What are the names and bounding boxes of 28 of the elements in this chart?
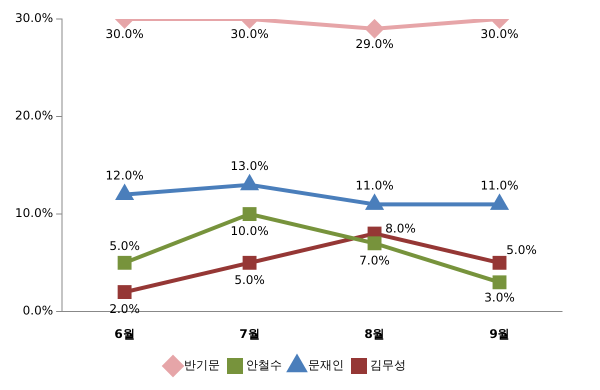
x-tick-label: 8월 — [364, 326, 385, 341]
data-label: 30.0% — [480, 27, 519, 42]
legend-label: 안철수 — [246, 358, 282, 372]
y-tick-label: 0.0% — [22, 304, 54, 318]
data-label: 3.0% — [484, 290, 515, 304]
data-label: 13.0% — [230, 158, 269, 173]
data-label: 7.0% — [359, 253, 390, 268]
data-label: 5.0% — [234, 272, 265, 287]
y-tick-label: 10.0% — [14, 206, 54, 220]
data-label: 5.0% — [506, 242, 537, 257]
x-tick-label: 7월 — [239, 326, 260, 341]
data-label: 10.0% — [230, 224, 269, 238]
legend-label: 김무성 — [370, 358, 406, 372]
data-label: 5.0% — [109, 238, 140, 253]
legend-label: 반기문 — [184, 358, 220, 372]
x-tick-label: 6월 — [114, 326, 135, 341]
x-tick-label: 9월 — [489, 326, 510, 341]
y-tick-label: 30.0% — [14, 11, 54, 26]
data-label: 30.0% — [230, 27, 269, 42]
data-label: 29.0% — [355, 36, 394, 51]
data-label: 8.0% — [385, 222, 416, 236]
data-label: 12.0% — [106, 168, 144, 183]
data-label: 11.0% — [480, 178, 519, 192]
data-label: 11.0% — [355, 178, 394, 192]
legend-label: 문재인 — [308, 358, 344, 372]
data-label: 30.0% — [106, 27, 144, 42]
y-tick-label: 20.0% — [14, 108, 54, 123]
data-label: 2.0% — [109, 302, 140, 316]
